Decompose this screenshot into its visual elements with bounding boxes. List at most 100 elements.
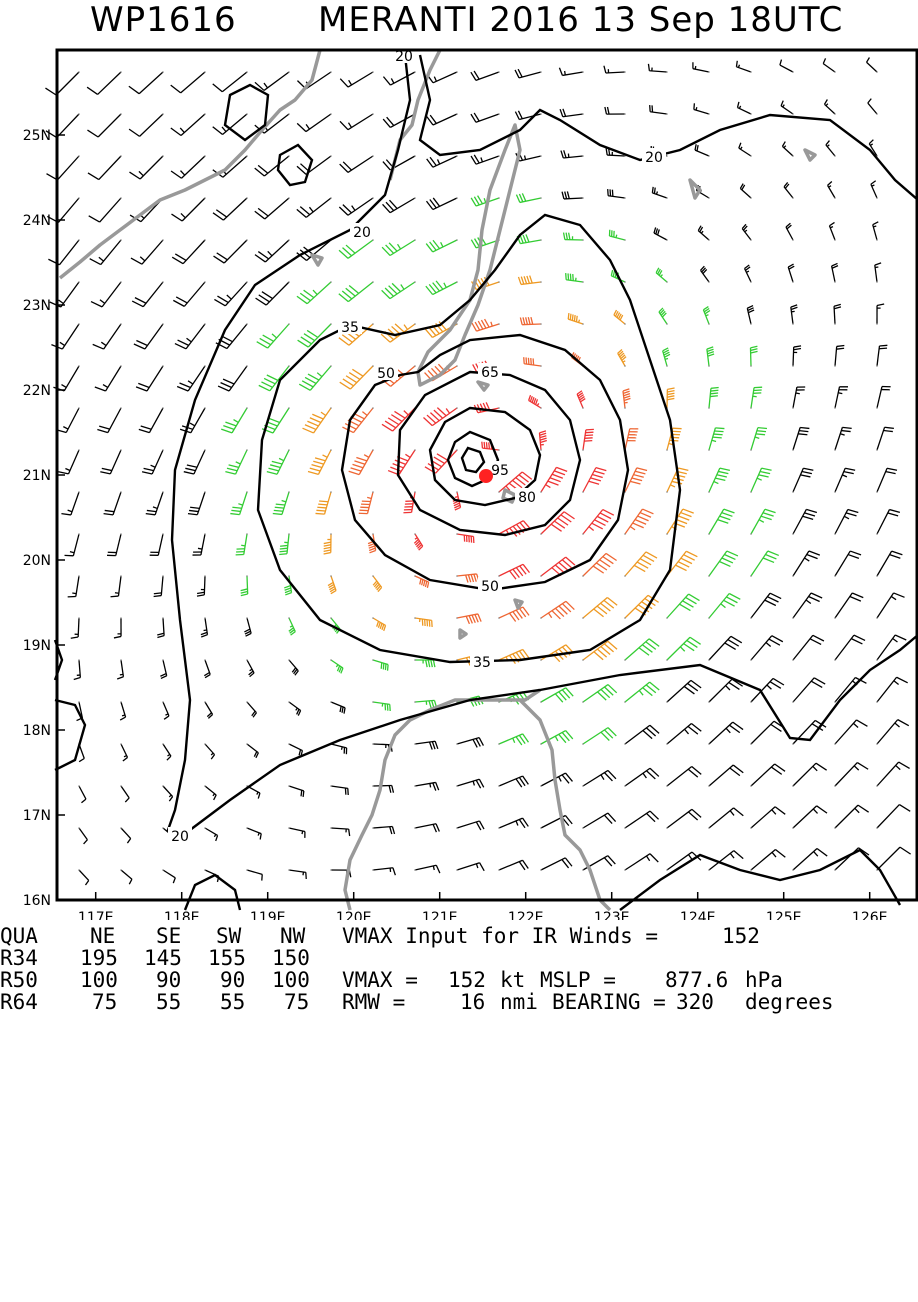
wind-barb xyxy=(498,818,528,829)
contour-label: 20 xyxy=(171,829,189,845)
r64-nw: 75 xyxy=(284,990,309,1014)
wind-barb xyxy=(582,429,594,450)
wind-barb xyxy=(745,265,752,283)
wind-barb xyxy=(456,574,479,583)
wind-barb xyxy=(666,766,701,786)
wind-barb xyxy=(89,197,122,222)
wind-barb xyxy=(834,304,841,324)
wind-barb xyxy=(792,806,827,829)
wind-barb xyxy=(204,701,212,718)
wind-barb xyxy=(201,617,208,637)
wind-barb xyxy=(876,720,909,745)
wind-barb xyxy=(65,533,80,556)
wind-barb xyxy=(414,741,438,749)
wind-barb xyxy=(372,827,394,835)
wind-barb xyxy=(652,187,667,199)
contour-label: 80 xyxy=(518,490,536,506)
wind-barb xyxy=(426,239,458,252)
r34-se: 145 xyxy=(144,946,182,970)
wind-barb xyxy=(708,679,742,703)
lat-tick-label: 25N xyxy=(23,128,51,144)
wind-barb xyxy=(708,428,724,451)
mslp-unit: hPa xyxy=(745,968,783,992)
wind-barb xyxy=(739,143,752,157)
wind-barb xyxy=(236,533,248,555)
wind-barb xyxy=(414,659,435,667)
wind-barb xyxy=(740,184,751,199)
wind-barb xyxy=(173,281,205,306)
wind-barb xyxy=(93,323,122,349)
wind-barb xyxy=(120,869,132,884)
island-6 xyxy=(805,150,815,160)
wind-barb xyxy=(288,869,306,879)
wind-barb xyxy=(340,71,374,87)
wind-barb xyxy=(456,738,483,748)
wind-barb xyxy=(45,71,79,95)
wind-barb xyxy=(792,635,824,660)
wind-barb xyxy=(414,782,439,790)
wind-barb xyxy=(828,182,836,199)
wind-barb xyxy=(708,593,740,618)
wind-barb xyxy=(107,533,122,555)
wind-barb xyxy=(608,189,626,199)
wind-barb xyxy=(246,869,262,880)
coastline xyxy=(60,50,815,910)
wind-barb xyxy=(701,266,710,283)
contour-label: 35 xyxy=(341,320,359,336)
mslp-label: MSLP = xyxy=(540,968,616,992)
r64-sw: 55 xyxy=(220,990,245,1014)
wind-barb xyxy=(330,701,345,713)
wind-barb xyxy=(372,617,385,631)
lat-tick-label: 20N xyxy=(23,553,51,569)
wind-barb xyxy=(299,365,332,390)
wind-barb xyxy=(427,155,458,167)
wind-barb xyxy=(834,551,861,577)
wind-barb xyxy=(623,389,630,409)
wind-barb xyxy=(414,617,432,627)
wind-barb xyxy=(87,113,121,137)
wind-barb xyxy=(562,191,584,199)
coastline-luzon xyxy=(345,690,610,910)
wind-barb xyxy=(750,721,784,745)
wind-barb xyxy=(750,468,771,493)
wind-barb xyxy=(184,449,206,474)
wind-barb xyxy=(456,779,484,788)
wind-barb xyxy=(172,239,206,264)
wind-barb xyxy=(517,234,542,243)
wind-barb xyxy=(577,391,585,409)
lat-tick-label: 18N xyxy=(23,723,51,739)
wind-barb xyxy=(297,113,332,131)
wind-barb xyxy=(114,617,122,638)
wind-barb xyxy=(204,659,210,677)
wind-barb xyxy=(204,827,217,841)
wind-barb xyxy=(561,150,584,158)
r50-label: R50 xyxy=(0,968,38,992)
wind-barb xyxy=(91,281,122,307)
lat-tick-label: 21N xyxy=(23,468,51,484)
wind-barb xyxy=(120,827,130,843)
wind-barb xyxy=(624,682,659,703)
wind-barb xyxy=(834,593,863,619)
wind-barb xyxy=(129,113,164,136)
wind-barb xyxy=(708,468,730,493)
wind-barb xyxy=(666,594,699,619)
wind-barb xyxy=(297,155,332,174)
wind-barb xyxy=(246,701,256,717)
wind-barb xyxy=(876,387,890,409)
wind-barb xyxy=(471,113,500,122)
wind-barb xyxy=(792,763,826,787)
stats-header-se: SE xyxy=(156,924,181,948)
wind-barb xyxy=(624,768,659,787)
wind-barb xyxy=(456,533,474,543)
wind-barb xyxy=(255,239,290,262)
wind-barb xyxy=(216,323,248,348)
wind-barb xyxy=(834,763,868,787)
wind-barb xyxy=(609,230,625,241)
stats-row-r34: R34 195 145 155 150 xyxy=(0,946,918,970)
wind-barb xyxy=(244,617,251,636)
wind-barb xyxy=(142,449,164,474)
contour-95-inner xyxy=(462,448,484,472)
r50-nw: 100 xyxy=(272,968,310,992)
wind-barb xyxy=(659,308,668,325)
wind-barb xyxy=(471,71,500,80)
